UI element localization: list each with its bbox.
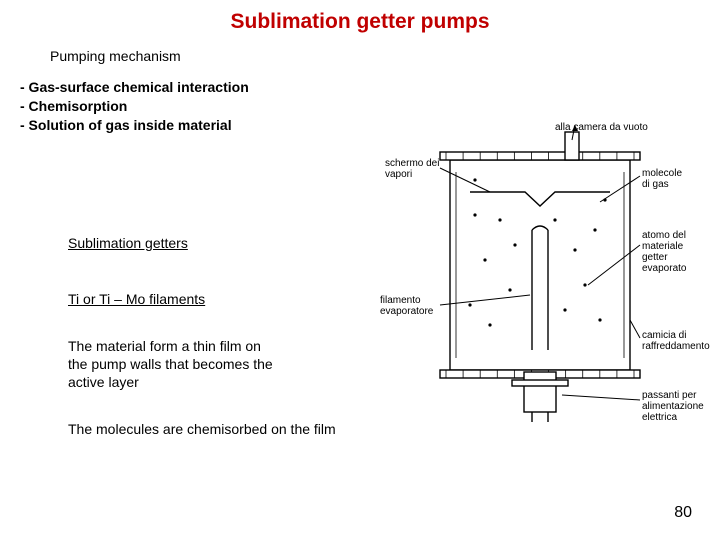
diagram-label: camicia di raffreddamento [642,330,710,352]
pump-schematic: alla camera da vuoto schermo dei vapori mo… [340,120,700,440]
diagram-label: molecole di gas [642,168,682,190]
diagram-label: filamento evaporatore [380,295,433,317]
page-title: Sublimation getter pumps [0,0,720,34]
diagram-label: passanti per alimentazione elettrica [642,390,704,423]
bullet-item: - Gas-surface chemical interaction [20,78,720,97]
diagram-label: alla camera da vuoto [555,122,648,133]
diagram-label: schermo dei vapori [385,158,439,180]
bullet-item: - Chemisorption [20,97,720,116]
pumping-mechanism: Pumping mechanism [0,34,720,64]
film-paragraph: The material form a thin film on the pum… [0,307,280,392]
diagram-label: atomo del materiale getter evaporato [642,230,686,274]
page-number: 80 [674,504,692,522]
